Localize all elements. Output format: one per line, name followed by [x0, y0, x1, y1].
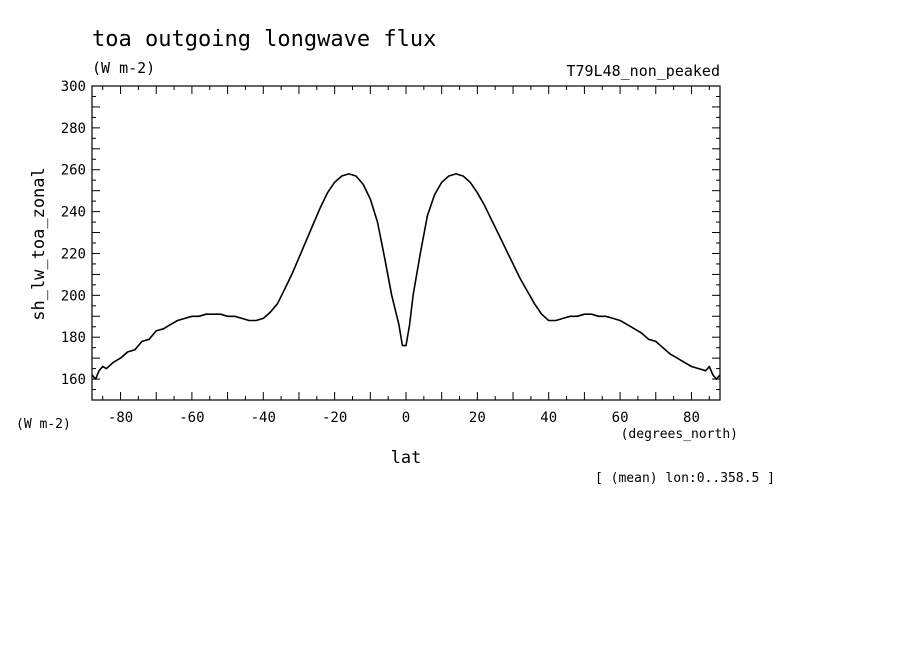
y-tick-label: 220	[61, 246, 86, 262]
y-tick-label: 180	[61, 330, 86, 346]
x-tick-label: -80	[108, 410, 133, 426]
y-tick-label: 240	[61, 205, 86, 221]
footnote: [ (mean) lon:0..358.5 ]	[595, 471, 775, 486]
axis-ticks	[92, 86, 720, 400]
chart-title: toa outgoing longwave flux	[92, 27, 436, 52]
x-tick-label: -40	[251, 410, 276, 426]
y-tick-labels: 160 180 200 220 240 260 280 300	[61, 79, 86, 388]
x-tick-labels: -80 -60 -40 -20 0 20 40 60 80	[108, 410, 700, 426]
x-axis-label: lat	[391, 448, 422, 468]
x-axis-units: (degrees_north)	[621, 427, 738, 442]
y-axis-label: sh_lw_toa_zonal	[29, 167, 49, 321]
x-tick-label: 40	[540, 410, 557, 426]
x-tick-label: 60	[612, 410, 629, 426]
x-tick-label: 80	[683, 410, 700, 426]
x-tick-label: 0	[402, 410, 410, 426]
y-tick-label: 300	[61, 79, 86, 95]
y-axis-units: (W m-2)	[16, 417, 71, 432]
series-line	[91, 173, 721, 380]
y-tick-label: 280	[61, 121, 86, 137]
y-tick-label: 260	[61, 163, 86, 179]
chart-subtitle-right: T79L48_non_peaked	[566, 62, 720, 80]
y-tick-label: 200	[61, 288, 86, 304]
y-tick-label: 160	[61, 372, 86, 388]
x-tick-label: -60	[179, 410, 204, 426]
x-tick-label: -20	[322, 410, 347, 426]
chart-title-units: (W m-2)	[92, 59, 155, 77]
x-tick-label: 20	[469, 410, 486, 426]
